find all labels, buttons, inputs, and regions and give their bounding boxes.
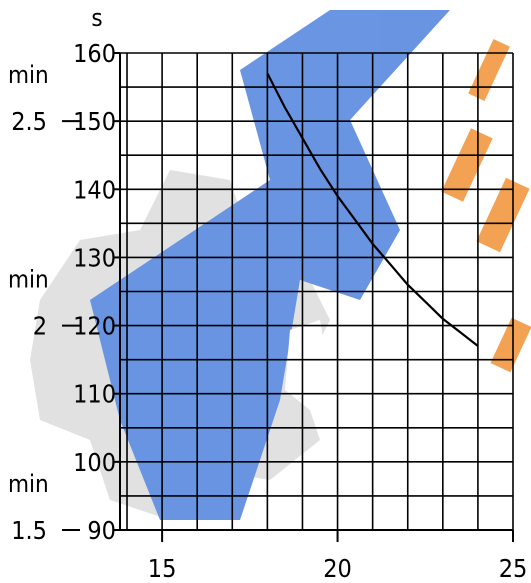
x-tick-label: 15 — [148, 554, 177, 583]
x-tick-label: 25 — [499, 554, 528, 583]
y-tick-label: 130 — [73, 243, 116, 272]
minute-unit-label: min — [8, 61, 49, 89]
y-tick-label: 150 — [73, 107, 116, 136]
y-tick-label: 110 — [73, 380, 116, 409]
axes — [114, 52, 514, 542]
minute-value-label: 2.5 — [11, 107, 47, 136]
grid — [120, 52, 514, 531]
y-axis-unit-label: s — [91, 4, 102, 32]
minute-unit-label: min — [8, 266, 49, 294]
watermark-text — [441, 39, 531, 373]
y-tick-label: 90 — [87, 516, 116, 545]
x-tick-labels: 15 20 25 — [148, 554, 528, 583]
x-tick-label: 20 — [323, 554, 352, 583]
minute-value-label: 1.5 — [11, 516, 47, 545]
minute-value-label: 2 — [33, 312, 47, 341]
watermark-blue-shape — [90, 10, 450, 520]
minute-markers: min 2.5 min 2 min 1.5 — [8, 61, 80, 545]
y-tick-label: 100 — [73, 448, 116, 477]
y-tick-labels: 90 100 110 120 130 140 150 160 — [73, 39, 116, 545]
series-line — [266, 72, 479, 347]
y-tick-label: 120 — [73, 312, 116, 341]
y-tick-label: 160 — [73, 39, 116, 68]
minute-unit-label: min — [8, 470, 49, 498]
y-tick-label: 140 — [73, 175, 116, 204]
watermark-blue-hole — [285, 320, 330, 410]
plot-series — [266, 72, 479, 347]
